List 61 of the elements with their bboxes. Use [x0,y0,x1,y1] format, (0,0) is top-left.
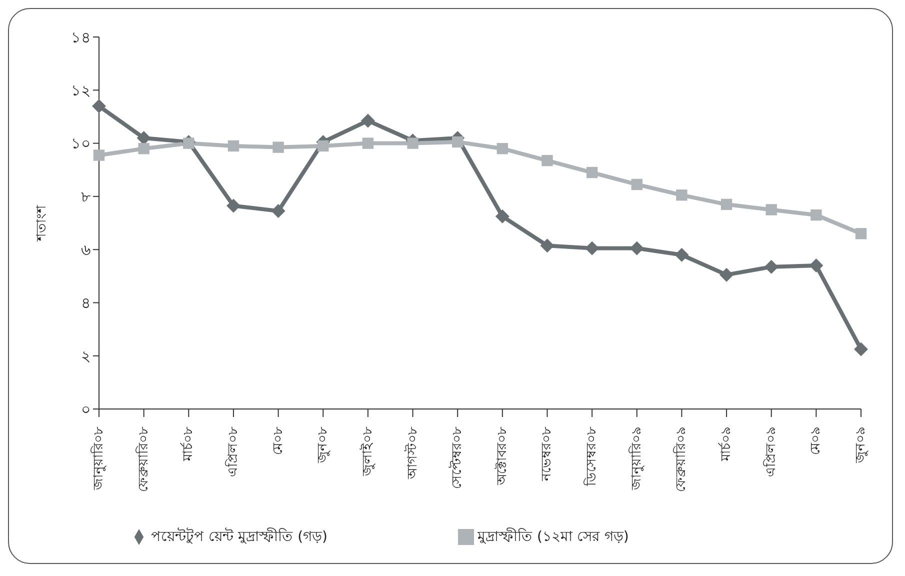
point [318,140,329,152]
point [226,198,240,213]
legend-label: মুদ্রাস্ফীতি (১২মা সের গড়) [478,529,629,545]
point [630,241,644,256]
y-tick-label: ০ [81,400,91,418]
point [540,238,554,253]
point [360,114,375,128]
x-tick-label: মে০৮ [270,426,286,455]
point [183,138,194,149]
point [674,248,689,262]
point [585,241,600,256]
x-tick-label: জুন০৯ [854,427,868,464]
x-tick-label: মার্চ০৯ [718,427,734,462]
x-tick-label: অক্টোবর০৮ [494,426,510,486]
x-tick-label: ফেব্রুয়ারি০৮ [135,426,152,492]
x-tick-label: ডিসেম্বর০৮ [584,426,600,487]
point [631,178,642,190]
x-tick-label: আগস্ট০৮ [404,426,420,480]
point [586,166,598,178]
x-tick-label: এপ্রিল০৮ [224,426,241,477]
y-tick-label: ১২ [71,81,91,100]
point [272,142,284,153]
point [809,258,824,273]
y-tick-label: ৬ [81,240,91,259]
point [766,204,777,216]
y-tick-label: ৮ [81,188,91,206]
point [676,190,688,201]
point [271,204,286,218]
y-tick-label: ১০ [71,134,91,153]
point [810,209,822,221]
point [496,143,508,154]
x-tick-label: জুন০৮ [316,426,331,464]
point [542,154,553,166]
x-tick-label: মার্চ০৮ [180,426,196,462]
legend-label: পয়েন্টটুপ য়েন্ট মুদ্রাস্ফীতি (গড়) [151,529,328,545]
point [92,99,106,114]
point [855,228,867,240]
y-tick-label: ৪ [81,294,91,312]
point [407,138,418,149]
x-tick-label: ফেব্রুয়ারি০৯ [673,427,690,492]
y-axis-title: শতাংশ [34,205,50,242]
x-tick-label: মে০৯ [808,427,824,455]
point [228,140,240,152]
x-tick-label: এপ্রিল০৯ [762,427,779,477]
x-tick-label: নভেম্বর০৮ [540,426,555,482]
point [362,138,374,149]
y-tick-label: ১৪ [71,28,91,46]
point [495,209,510,224]
x-tick-label: জানুয়ারি০৮ [90,426,106,491]
x-tick-label: জুলাই০৮ [359,426,376,477]
x-tick-label: জানুয়ারি০৯ [628,427,644,491]
point [452,136,464,148]
y-tick-label: ২ [81,347,91,366]
point [720,198,732,210]
point [720,268,734,282]
point [136,130,151,145]
x-tick-label: সেপ্টেম্বর০৮ [449,426,466,489]
point [764,260,778,274]
point [93,150,105,161]
point [138,143,150,154]
point [854,342,868,356]
